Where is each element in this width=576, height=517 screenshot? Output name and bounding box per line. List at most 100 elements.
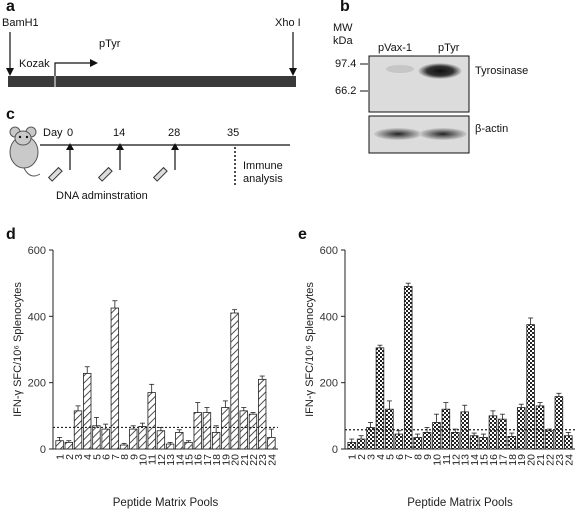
bar [239, 410, 248, 450]
bar [258, 378, 267, 450]
day-label: Day [43, 127, 63, 139]
bar [422, 432, 432, 450]
y-tick-label: 200 [320, 378, 338, 390]
day-28-label: 28 [168, 127, 181, 139]
day-14-label: 14 [113, 127, 126, 139]
x-tick-label: 12 [156, 454, 168, 466]
mw-label: MW [333, 22, 353, 34]
syringe-icon [47, 166, 168, 182]
bar [165, 443, 175, 450]
xhoi-arrowhead [289, 68, 297, 76]
bar [64, 441, 73, 450]
bamh1-arrowhead [6, 68, 14, 76]
bar [101, 428, 110, 450]
bar [460, 411, 469, 450]
x-tick-label: 1 [347, 454, 359, 460]
x-axis-title: Peptide Matrix Pools [407, 497, 513, 509]
bar [147, 392, 156, 450]
bar [138, 426, 147, 450]
bar [193, 412, 202, 450]
promoter-arrow [54, 62, 92, 76]
y-tick-label: 0 [332, 444, 338, 456]
lane-pvax-label: pVax-1 [378, 42, 413, 54]
immune-analysis-label-2: analysis [243, 173, 283, 185]
bar [92, 425, 101, 450]
bar [230, 312, 239, 450]
mw-marker-66: 66.2 [335, 85, 357, 97]
bar [535, 405, 545, 450]
ptyr-tyr-band [418, 63, 462, 79]
pvax-tyr-band [386, 65, 414, 73]
panel-letter-e: e [298, 226, 307, 243]
x-tick-label: 13 [165, 454, 177, 466]
x-tick-label: 6 [394, 454, 406, 460]
bar [73, 410, 83, 450]
tyrosinase-label: Tyrosinase [475, 65, 529, 77]
bar [498, 418, 507, 450]
day-0-label: 0 [67, 127, 74, 139]
bar [516, 407, 526, 450]
x-tick-label: 13 [460, 454, 472, 466]
beta-actin-label: β-actin [475, 123, 509, 135]
injection-arrowhead-28 [171, 143, 179, 150]
x-tick-label: 16 [488, 454, 500, 466]
bar [375, 347, 385, 450]
y-tick-label: 400 [320, 311, 338, 323]
x-tick-label: 11 [147, 454, 159, 465]
x-tick-label: 5 [384, 454, 396, 460]
x-tick-label: 1 [55, 454, 67, 460]
promoter-arrowhead [90, 59, 98, 67]
ptyr-insert-label: pTyr [99, 38, 121, 50]
x-tick-label: 23 [257, 454, 269, 466]
x-tick-label: 7 [403, 454, 415, 460]
bar [403, 286, 413, 450]
panel-letter-d: d [6, 226, 16, 243]
bar [248, 413, 258, 450]
bar [554, 396, 564, 450]
plasmid-bar [8, 76, 296, 87]
bar [488, 415, 498, 450]
x-tick-label: 14 [469, 454, 481, 466]
bar [366, 427, 375, 450]
bar [394, 433, 404, 450]
injection-arrowhead-14 [116, 143, 124, 150]
pvax-actin-band [374, 128, 422, 140]
injection-arrowhead-0 [66, 143, 74, 150]
x-tick-label: 9 [128, 454, 140, 460]
x-tick-label: 3 [73, 454, 85, 460]
y-tick-label: 600 [320, 245, 338, 257]
y-tick-label: 0 [40, 444, 46, 456]
x-tick-label: 6 [101, 454, 113, 460]
mouse-icon [9, 126, 41, 177]
bar [175, 432, 184, 450]
x-tick-label: 15 [479, 454, 491, 466]
bar [479, 436, 488, 450]
x-tick-label: 12 [450, 454, 462, 466]
x-tick-label: 20 [230, 454, 242, 466]
x-tick-label: 20 [526, 454, 538, 466]
bar [83, 372, 92, 450]
immune-analysis-label-1: Immune [243, 160, 283, 172]
x-tick-label: 11 [441, 454, 453, 465]
bar [451, 432, 460, 450]
bar [55, 440, 64, 450]
plasmid-construct-diagram [6, 32, 297, 87]
day-35-label: 35 [227, 127, 240, 139]
y-tick-label: 600 [28, 245, 46, 257]
x-tick-label: 8 [413, 454, 425, 460]
bar [129, 428, 138, 450]
kda-label: kDa [333, 35, 353, 47]
kozak-label: Kozak [19, 58, 50, 70]
x-tick-label: 9 [422, 454, 434, 460]
mw-marker-97: 97.4 [335, 58, 357, 70]
x-tick-label: 15 [184, 454, 196, 466]
panel-letter-a: a [6, 0, 15, 15]
bamh1-label: BamH1 [2, 17, 39, 29]
x-tick-label: 23 [554, 454, 566, 466]
x-tick-label: 24 [563, 454, 575, 466]
x-tick-label: 18 [507, 454, 519, 466]
panel-letter-c: c [6, 106, 15, 123]
x-tick-label: 24 [266, 454, 278, 466]
x-axis-title: Peptide Matrix Pools [113, 497, 219, 509]
bar [441, 408, 451, 450]
